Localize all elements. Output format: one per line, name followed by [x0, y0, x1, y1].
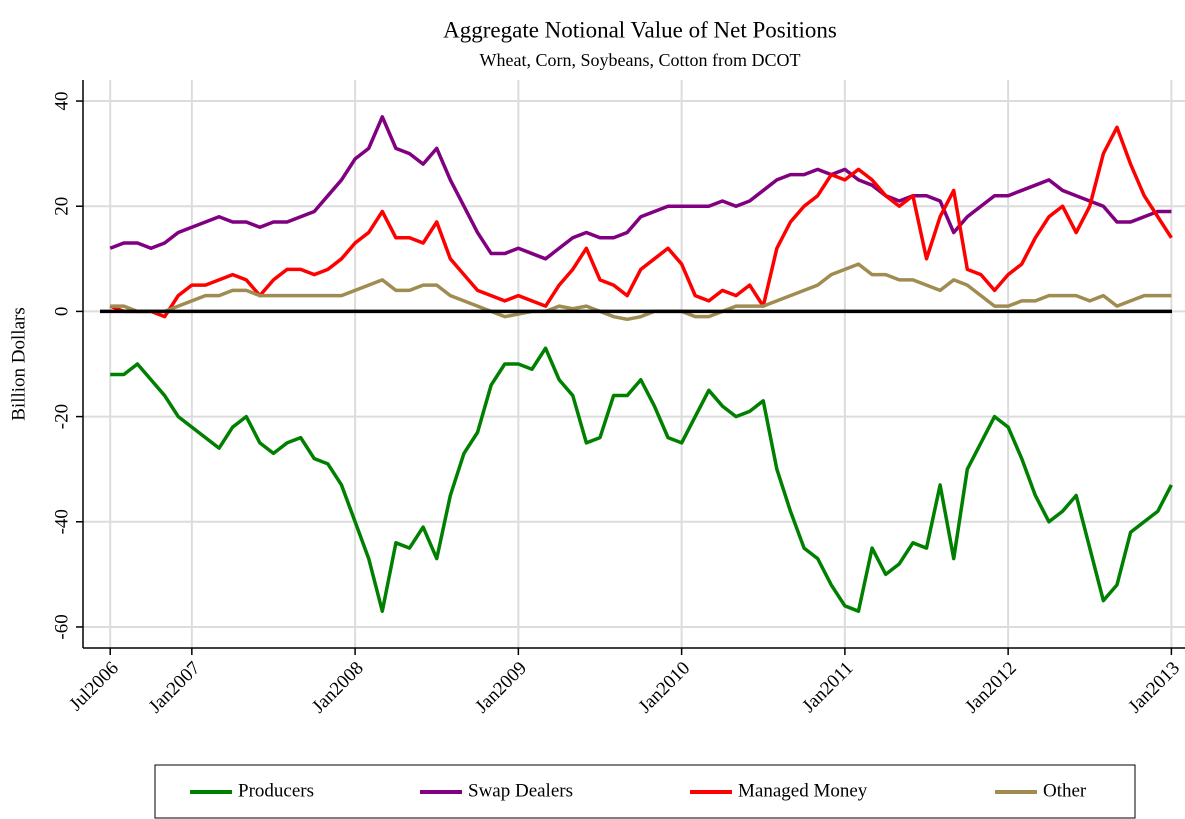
x-tick-label: Jan2013: [1124, 658, 1184, 718]
series-line: [109, 125, 1173, 319]
y-axis-label: Billion Dollars: [8, 307, 29, 420]
x-tick-label: Jan2009: [471, 658, 531, 718]
legend-label: Swap Dealers: [468, 780, 573, 801]
series-line: [110, 262, 1172, 322]
x-tick-label: Jan2011: [798, 658, 857, 717]
y-tick-label: 20: [51, 197, 72, 216]
legend-label: Managed Money: [738, 780, 868, 801]
x-tick-label: Jul2006: [65, 658, 122, 715]
y-tick-label: 0: [51, 307, 72, 317]
series-line: [110, 346, 1173, 613]
legend-box: [154, 764, 1136, 819]
legend-label: Producers: [238, 780, 314, 801]
series-line: [109, 115, 1172, 261]
x-tick-label: Jan2010: [635, 658, 695, 718]
legend-label: Other: [1043, 780, 1087, 801]
x-tick-label: Jan2007: [145, 658, 205, 718]
x-tick-label: Jan2012: [961, 658, 1021, 718]
y-tick-label: 40: [51, 92, 72, 111]
y-tick-label: -40: [51, 509, 72, 534]
chart-title: Aggregate Notional Value of Net Position…: [443, 17, 837, 42]
chart-subtitle: Wheat, Corn, Soybeans, Cotton from DCOT: [480, 50, 801, 70]
y-tick-label: -20: [51, 404, 72, 429]
x-tick-label: Jan2008: [308, 658, 368, 718]
y-tick-label: -60: [51, 614, 72, 639]
